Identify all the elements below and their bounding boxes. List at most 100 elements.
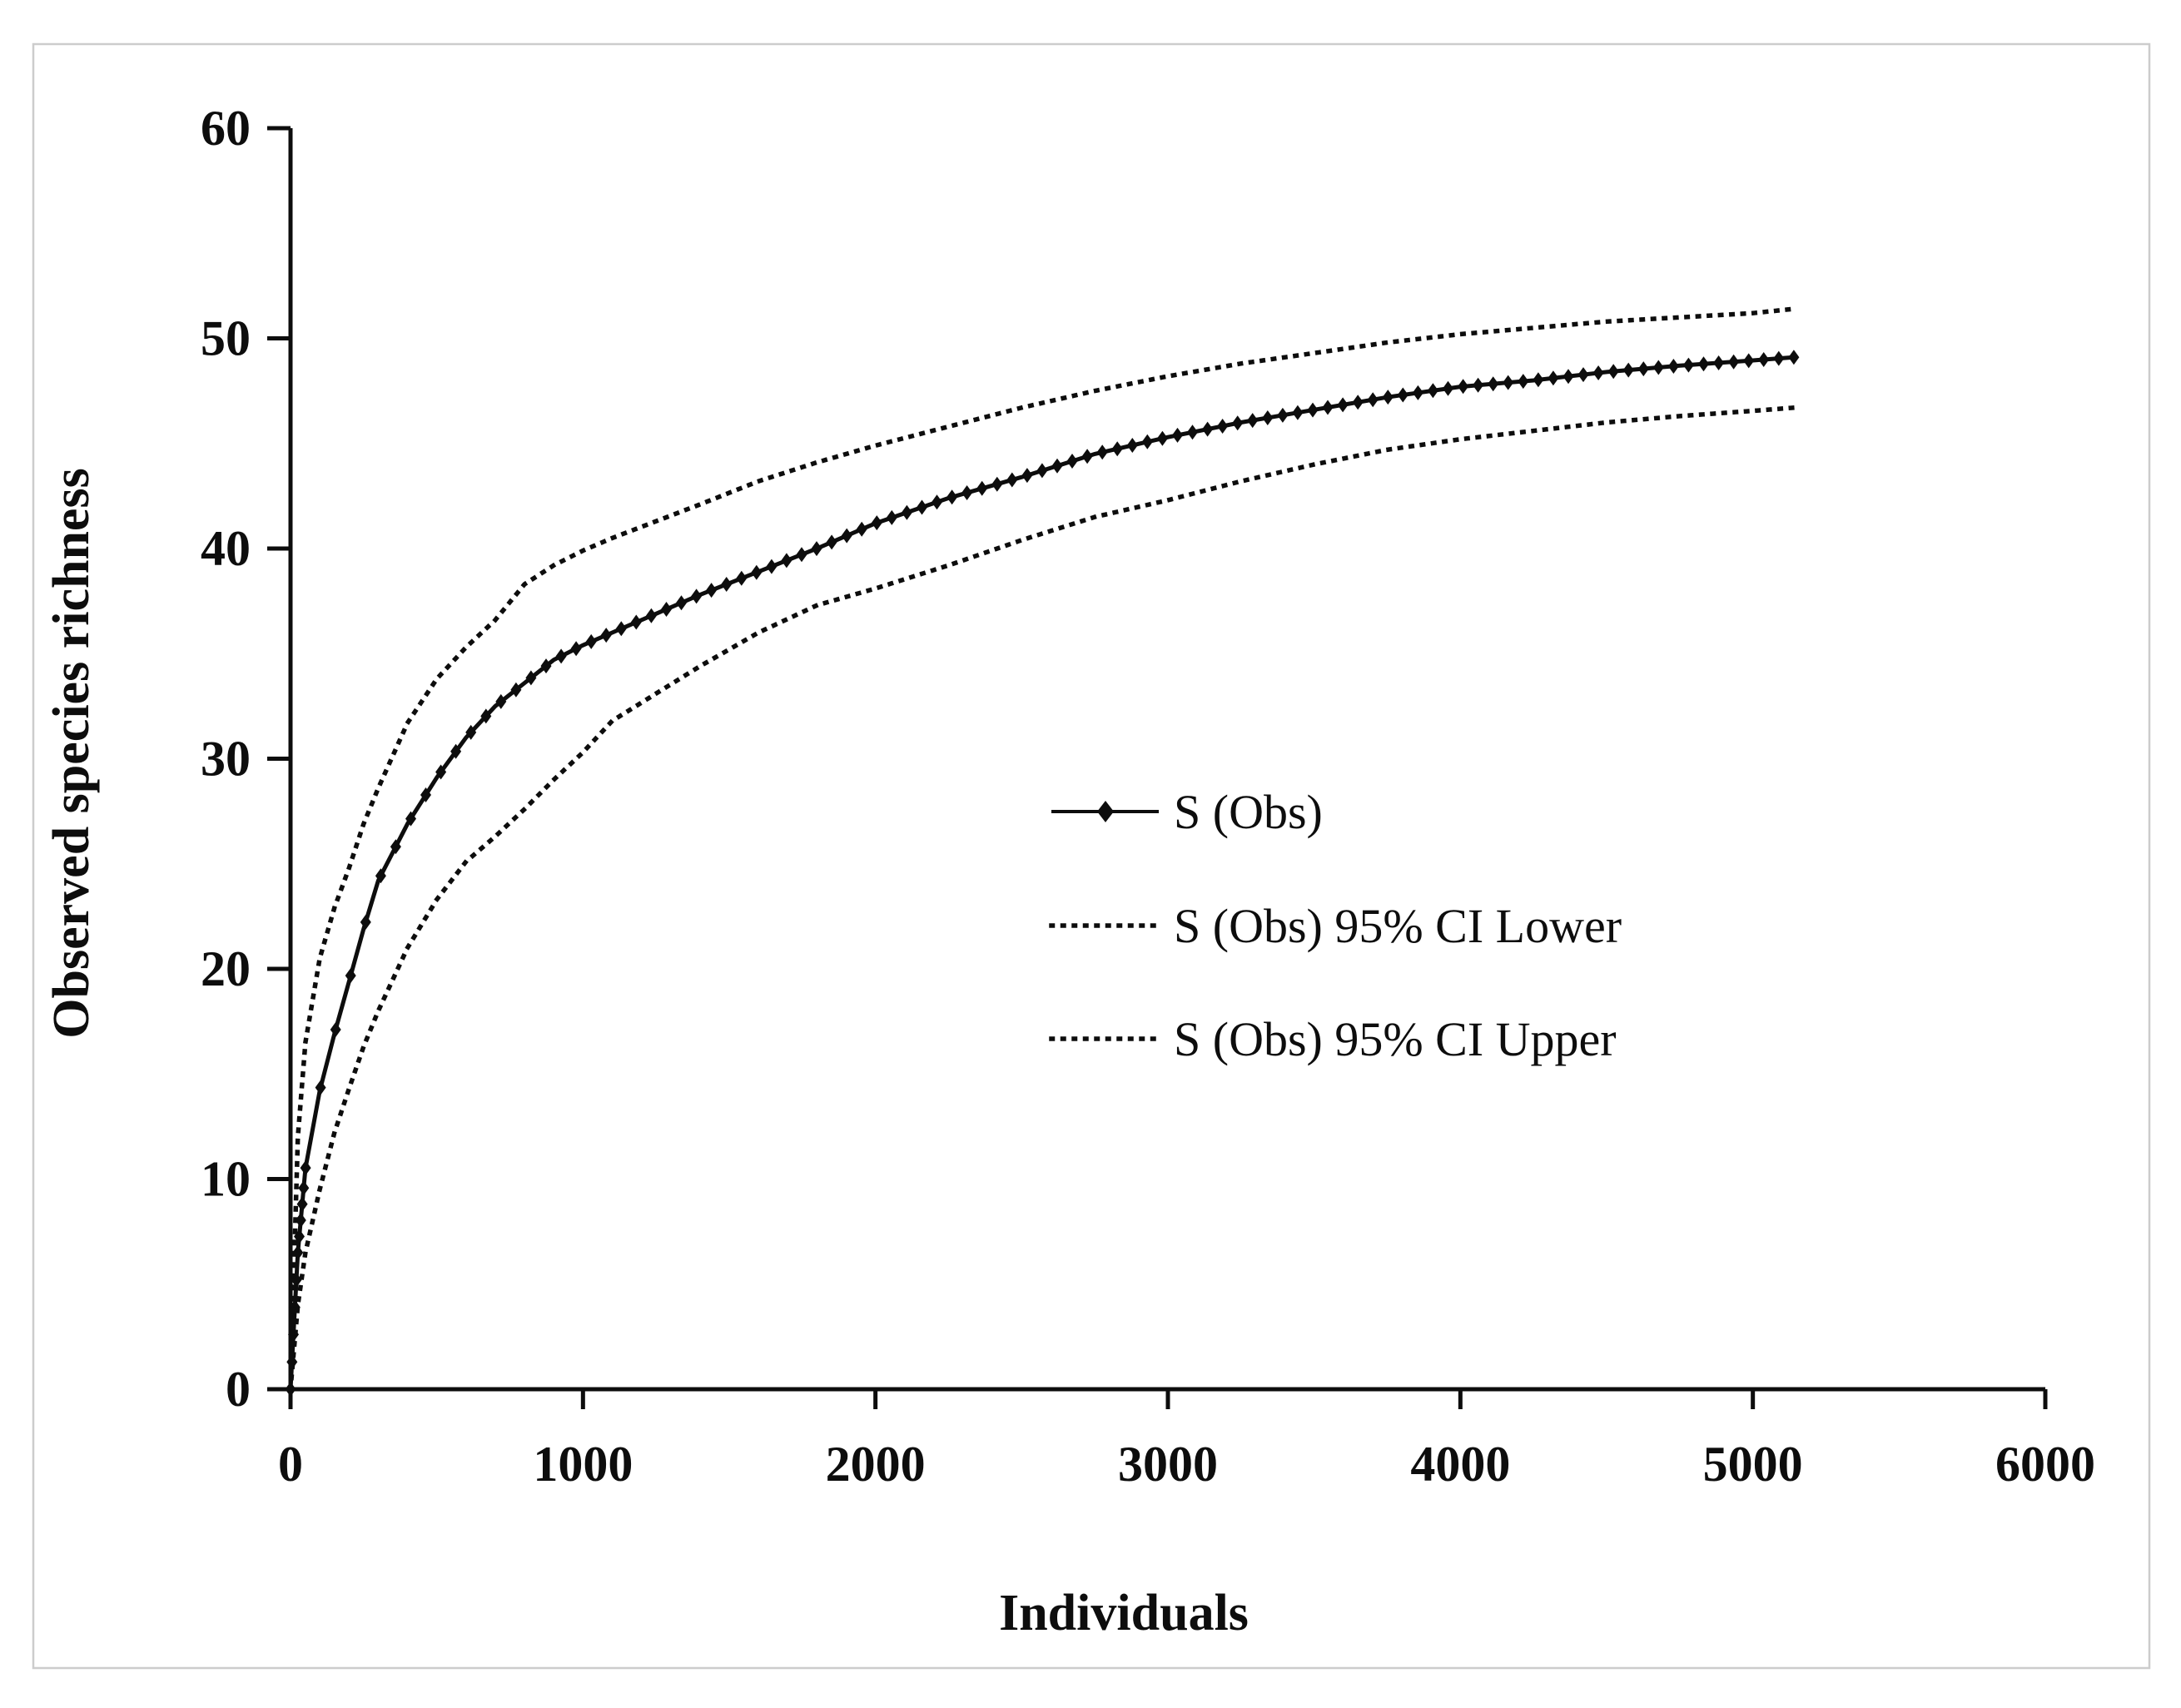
series-line-0 [288,355,1795,1390]
diamond-marker [1187,425,1198,440]
diamond-marker [1217,419,1229,434]
diamond-marker [1021,468,1033,484]
diamond-marker [1172,427,1183,443]
diamond-marker [1667,359,1679,374]
diamond-marker [781,553,792,569]
diamond-marker [1713,355,1725,370]
diamond-marker [871,515,882,531]
diamond-marker [1066,454,1078,469]
y-tick-label: 60 [201,101,251,156]
diamond-marker [1427,383,1438,399]
series-line-2 [288,306,1796,1392]
diamond-marker [1307,402,1319,418]
diamond-marker [1637,361,1649,377]
diamond-marker [826,534,837,550]
diamond-marker [1397,387,1408,403]
x-tick-label: 2000 [826,1437,926,1492]
legend-item-ci-lower: S (Obs) 95% CI Lower [1049,899,1622,953]
diamond-marker [1488,376,1499,392]
diamond-marker [676,595,687,611]
diamond-marker [1111,441,1123,457]
diamond-marker [706,583,718,598]
diamond-marker [1156,430,1168,446]
legend: S (Obs) S (Obs) 95% CI Lower S (Obs) 95%… [1049,785,1622,1066]
diamond-marker [360,914,371,930]
legend-item-ci-upper: S (Obs) 95% CI Upper [1049,1012,1617,1066]
diamond-marker [1577,367,1589,383]
x-tick-label: 0 [278,1437,303,1492]
legend-label-ci-lower: S (Obs) 95% CI Lower [1174,899,1622,953]
diamond-marker [600,628,612,643]
diamond-marker [1232,415,1244,431]
x-tick-label: 1000 [533,1437,633,1492]
diamond-marker [330,1022,341,1037]
diamond-marker [1652,360,1664,375]
axes [288,128,2045,1392]
diamond-marker [1473,377,1484,393]
diamond-marker [1728,354,1740,370]
diamond-marker [856,521,867,537]
diamond-marker [1262,410,1274,425]
diamond-marker [917,499,927,515]
diamond-marker [946,489,958,505]
diamond-marker [811,541,822,557]
diamond-marker [375,868,386,884]
diamond-marker [751,564,763,580]
diamond-marker [570,641,582,657]
diamond-marker [510,682,522,698]
figure-border [32,42,2151,1670]
diamond-marker [540,658,552,674]
diamond-marker [1141,434,1153,449]
y-tick-label: 20 [201,941,251,996]
diamond-marker [932,494,942,510]
diamond-marker [1126,438,1138,453]
diamond-marker [615,621,627,637]
legend-item-s-obs: S (Obs) [1051,785,1323,839]
data-series [285,306,1800,1397]
diamond-marker [585,633,597,649]
diamond-marker [1518,374,1529,390]
diamond-marker [841,528,852,544]
diamond-marker [390,839,401,855]
y-axis-title: Observed species richness [43,468,100,1038]
diamond-marker [1051,458,1063,474]
diamond-marker [1382,390,1394,405]
diamond-marker [961,485,973,500]
series-line-1 [288,405,1796,1392]
diamond-marker [1036,463,1048,479]
axis-lines [288,128,2045,1392]
diamond-marker [1247,413,1259,429]
diamond-marker [721,577,733,592]
y-axis-ticks: 0 10 20 30 40 50 60 [201,101,291,1417]
diamond-marker [1548,370,1559,386]
diamond-marker [1412,385,1423,400]
diamond-marker [345,968,356,984]
diamond-marker [1277,407,1289,423]
diamond-marker [315,1080,326,1095]
diamond-marker [1698,356,1709,372]
diamond-marker [630,614,642,630]
diamond-marker [295,1213,306,1228]
diamond-marker [1006,472,1018,488]
legend-diamond-icon [1097,801,1114,822]
diamond-marker [1322,400,1334,415]
x-tick-label: 4000 [1410,1437,1510,1492]
diamond-marker [1562,369,1574,385]
diamond-marker [1337,397,1349,413]
diamond-marker [1503,375,1514,390]
diamond-marker [645,608,657,623]
diamond-marker [1773,350,1785,366]
series-markers-0 [285,350,1800,1397]
diamond-marker [1533,372,1544,388]
x-axis-ticks: 0 1000 2000 3000 4000 5000 6000 [278,1389,2095,1492]
diamond-marker [450,743,462,759]
diamond-marker [495,693,507,709]
diamond-marker [555,648,567,664]
diamond-marker [901,504,912,520]
x-tick-label: 3000 [1118,1437,1218,1492]
diamond-marker [1622,362,1634,378]
diamond-marker [525,670,537,686]
diamond-marker [976,480,988,496]
